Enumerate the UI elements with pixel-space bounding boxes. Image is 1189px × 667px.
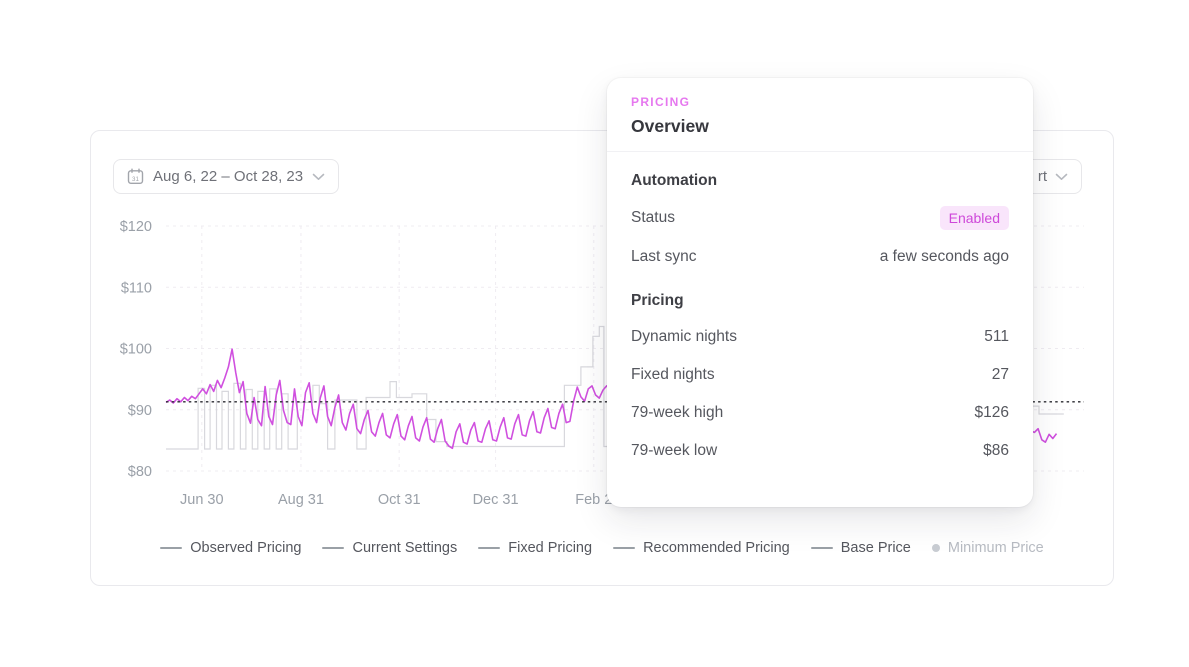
chevron-down-icon bbox=[1055, 173, 1068, 180]
row-label: 79-week low bbox=[631, 442, 718, 459]
legend-dash-icon bbox=[613, 547, 636, 549]
legend-label: Current Settings bbox=[352, 540, 458, 556]
legend-label: Fixed Pricing bbox=[508, 540, 593, 556]
y-tick-label: $80 bbox=[128, 464, 152, 480]
legend-dash-icon bbox=[478, 547, 501, 549]
legend-item-minimum-price[interactable]: Minimum Price bbox=[931, 540, 1044, 556]
date-range-picker[interactable]: 31 Aug 6, 22 – Oct 28, 23 bbox=[113, 159, 340, 194]
x-tick-label: Jun 30 bbox=[180, 492, 224, 508]
legend-item-observed-pricing[interactable]: Observed Pricing bbox=[160, 540, 301, 556]
card-row: Last sync a few seconds ago bbox=[631, 238, 1009, 276]
y-tick-label: $90 bbox=[128, 403, 152, 419]
card-row: 79-week high $126 bbox=[631, 394, 1009, 432]
x-tick-label: Aug 31 bbox=[278, 492, 324, 508]
row-label: Status bbox=[631, 209, 675, 226]
date-range-label: Aug 6, 22 – Oct 28, 23 bbox=[153, 168, 304, 185]
card-row: Status Enabled bbox=[631, 198, 1009, 238]
section-heading-automation: Automation bbox=[631, 172, 718, 189]
card-header: PRICING Overview bbox=[607, 78, 1033, 152]
legend-label: Recommended Pricing bbox=[643, 540, 790, 556]
row-value: $126 bbox=[974, 404, 1009, 421]
row-label: 79-week high bbox=[631, 404, 724, 421]
row-label: Last sync bbox=[631, 248, 697, 265]
legend-label: Base Price bbox=[840, 540, 911, 556]
legend-item-fixed-pricing[interactable]: Fixed Pricing bbox=[478, 540, 592, 556]
row-value: a few seconds ago bbox=[879, 248, 1009, 265]
card-body: Automation Status Enabled Last sync a few se… bbox=[607, 152, 1033, 490]
legend-dash-icon bbox=[160, 547, 183, 549]
card-row: 79-week low $86 bbox=[631, 432, 1009, 470]
pricing-overview-card: PRICING Overview Automation Status Enabled… bbox=[607, 78, 1033, 507]
x-tick-label: Oct 31 bbox=[378, 492, 421, 508]
legend-item-current-settings[interactable]: Current Settings bbox=[322, 540, 457, 556]
svg-text:31: 31 bbox=[132, 176, 139, 183]
legend-label: Minimum Price bbox=[947, 540, 1044, 556]
clipped-dropdown-label: rt bbox=[1037, 168, 1047, 185]
legend-dot-icon bbox=[931, 544, 940, 552]
card-row: Dynamic nights 511 bbox=[631, 318, 1009, 356]
row-label: Fixed nights bbox=[631, 366, 715, 383]
row-label: Dynamic nights bbox=[631, 328, 737, 345]
y-tick-label: $110 bbox=[121, 280, 152, 296]
row-value: 511 bbox=[984, 328, 1009, 345]
y-tick-label: $120 bbox=[120, 219, 152, 235]
legend-item-recommended-pricing[interactable]: Recommended Pricing bbox=[613, 540, 790, 556]
legend-dash-icon bbox=[322, 547, 345, 549]
card-row: Fixed nights 27 bbox=[631, 356, 1009, 394]
row-value: 27 bbox=[991, 366, 1009, 383]
row-value: $86 bbox=[983, 442, 1009, 459]
chart-legend: Observed Pricing Current Settings Fixed Pr… bbox=[91, 534, 1113, 562]
calendar-icon: 31 bbox=[127, 168, 144, 184]
card-title: Overview bbox=[631, 116, 709, 136]
x-tick-label: Feb 2 bbox=[575, 492, 612, 508]
x-tick-label: Dec 31 bbox=[473, 492, 519, 508]
chevron-down-icon bbox=[312, 173, 325, 180]
y-tick-label: $100 bbox=[120, 342, 152, 358]
legend-item-base-price[interactable]: Base Price bbox=[810, 540, 911, 556]
legend-dash-icon bbox=[810, 547, 833, 549]
series-current-settings bbox=[166, 325, 1064, 450]
card-eyebrow: PRICING bbox=[631, 95, 691, 109]
status-badge: Enabled bbox=[939, 206, 1009, 230]
section-heading-pricing: Pricing bbox=[631, 292, 684, 309]
legend-label: Observed Pricing bbox=[190, 540, 302, 556]
